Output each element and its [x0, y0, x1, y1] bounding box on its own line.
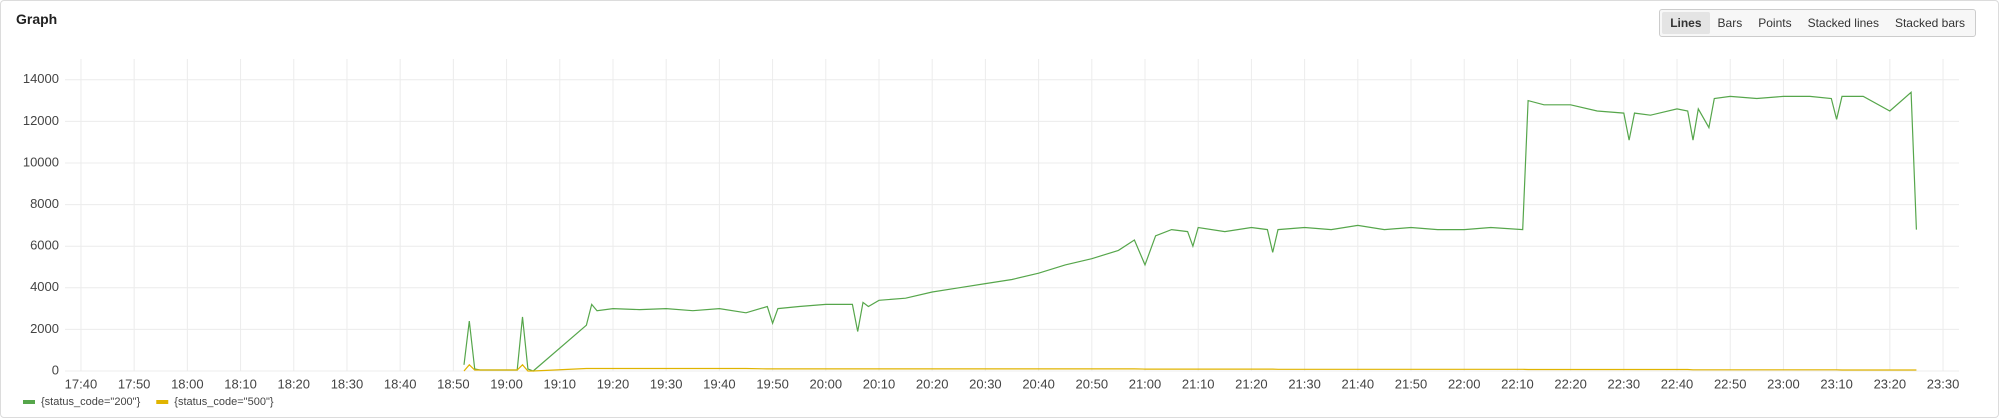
- x-tick-label: 18:00: [171, 376, 204, 391]
- y-tick-label: 0: [52, 362, 59, 377]
- x-tick-label: 17:50: [118, 376, 151, 391]
- y-tick-label: 8000: [30, 196, 59, 211]
- view-mode-button[interactable]: Stacked bars: [1894, 16, 1965, 30]
- x-tick-label: 20:10: [863, 376, 896, 391]
- x-tick-label: 19:30: [650, 376, 683, 391]
- x-tick-label: 23:20: [1874, 376, 1907, 391]
- legend-label: {status_code="500"}: [174, 396, 274, 408]
- x-tick-label: 22:40: [1661, 376, 1694, 391]
- legend-label: {status_code="200"}: [41, 396, 141, 408]
- y-tick-label: 10000: [23, 154, 59, 169]
- x-tick-label: 22:00: [1448, 376, 1481, 391]
- x-tick-label: 18:50: [437, 376, 470, 391]
- x-tick-label: 19:00: [490, 376, 523, 391]
- x-tick-label: 22:50: [1714, 376, 1747, 391]
- x-tick-label: 20:50: [1076, 376, 1109, 391]
- series-line: [463, 91, 1917, 372]
- x-tick-label: 20:30: [969, 376, 1002, 391]
- x-tick-label: 18:10: [224, 376, 257, 391]
- y-tick-label: 6000: [30, 238, 59, 253]
- x-tick-label: 21:00: [1129, 376, 1162, 391]
- x-tick-label: 18:30: [331, 376, 364, 391]
- x-tick-label: 21:30: [1288, 376, 1321, 391]
- x-tick-label: 22:10: [1501, 376, 1534, 391]
- x-tick-label: 19:20: [597, 376, 630, 391]
- x-tick-label: 22:30: [1608, 376, 1641, 391]
- x-tick-label: 17:40: [65, 376, 98, 391]
- x-tick-label: 18:20: [277, 376, 310, 391]
- x-tick-label: 21:40: [1342, 376, 1375, 391]
- x-tick-label: 21:50: [1395, 376, 1428, 391]
- x-tick-label: 21:20: [1235, 376, 1268, 391]
- series-line: [463, 363, 1917, 372]
- x-tick-label: 19:40: [703, 376, 736, 391]
- x-tick-label: 22:20: [1554, 376, 1587, 391]
- y-tick-label: 2000: [30, 321, 59, 336]
- x-tick-label: 18:40: [384, 376, 417, 391]
- x-tick-label: 20:40: [1022, 376, 1055, 391]
- x-tick-label: 23:30: [1927, 376, 1960, 391]
- y-tick-label: 14000: [23, 71, 59, 86]
- x-tick-label: 20:20: [916, 376, 949, 391]
- view-mode-button[interactable]: Lines: [1662, 12, 1710, 34]
- view-mode-button[interactable]: Points: [1758, 16, 1792, 30]
- panel-title: Graph: [16, 11, 58, 27]
- x-tick-label: 23:00: [1767, 376, 1800, 391]
- x-tick-label: 21:10: [1182, 376, 1215, 391]
- y-tick-label: 4000: [30, 279, 59, 294]
- x-tick-label: 19:50: [756, 376, 789, 391]
- view-mode-group: Lines Bars Points Stacked lines Stacked bars: [1659, 9, 1976, 37]
- view-mode-button[interactable]: Stacked lines: [1807, 16, 1879, 30]
- view-mode-button[interactable]: Bars: [1717, 16, 1743, 30]
- x-tick-label: 20:00: [810, 376, 843, 391]
- x-tick-label: 23:10: [1820, 376, 1853, 391]
- x-tick-label: 19:10: [544, 376, 577, 391]
- y-tick-label: 12000: [23, 113, 59, 128]
